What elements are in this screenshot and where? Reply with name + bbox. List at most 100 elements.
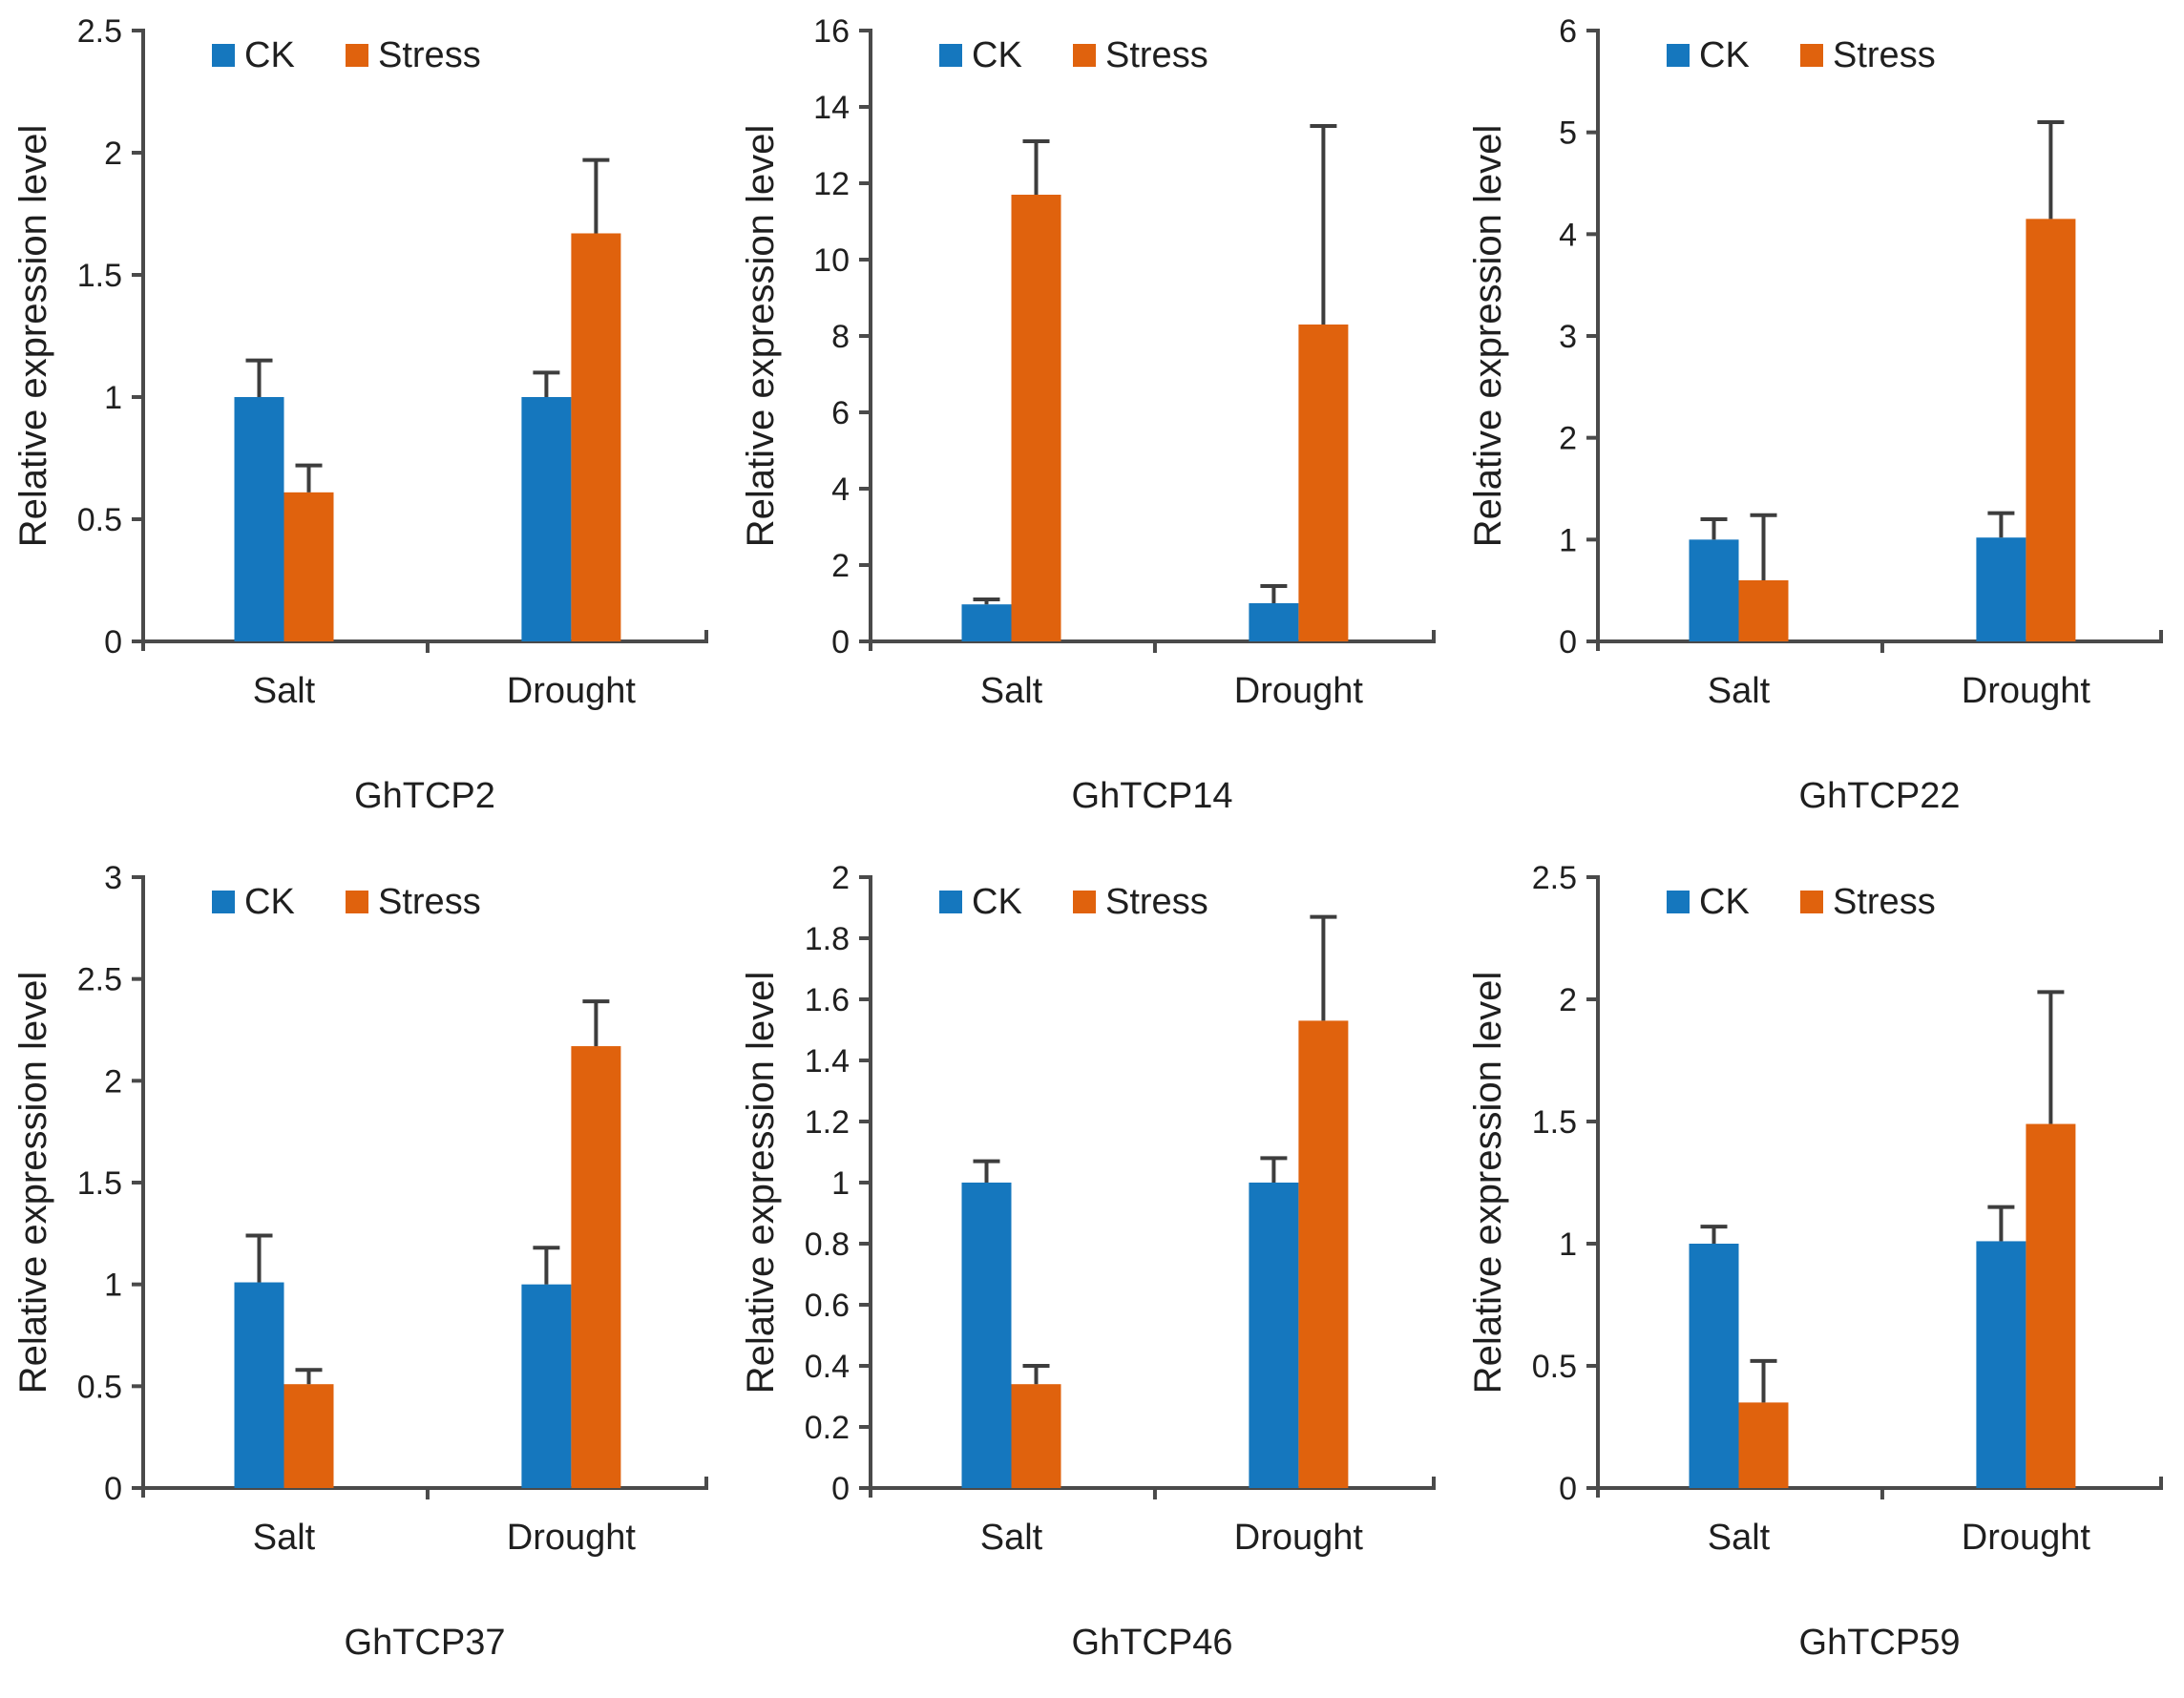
- legend-label-stress: Stress: [378, 35, 481, 75]
- y-tick-label: 3: [104, 860, 122, 896]
- bar-stress-salt: [1738, 580, 1789, 641]
- legend-swatch-ck: [1667, 891, 1690, 913]
- legend-swatch-stress: [1800, 44, 1823, 67]
- bar-chart-svg: 0 0.5 1 1.5 2 2.5 3 Relative expression level Sa…: [12, 860, 708, 1663]
- legend-label-ck: CK: [244, 35, 295, 75]
- y-tick-label: 4: [831, 472, 850, 508]
- y-tick-label: 1.5: [77, 258, 122, 294]
- legend-swatch-stress: [1073, 44, 1096, 67]
- chart-ghtcp14: 0 2 4 6 8 10 12 14 16 Relative expression level Sa…: [727, 0, 1455, 847]
- y-tick-label: 4: [1559, 217, 1577, 253]
- y-tick-label: 16: [813, 13, 850, 50]
- y-tick-label: 1: [104, 380, 122, 416]
- y-tick-label: 0: [104, 624, 122, 660]
- y-axis-title: Relative expression level: [740, 125, 782, 547]
- y-tick-label: 1.5: [1532, 1104, 1577, 1141]
- legend-label-stress: Stress: [378, 882, 481, 922]
- category-label: Drought: [1234, 671, 1364, 711]
- bar-chart-svg: 0 0.5 1 1.5 2 2.5 Relative expression level Sal…: [12, 13, 708, 816]
- y-tick-label: 0: [104, 1471, 122, 1507]
- legend-swatch-ck: [212, 44, 235, 67]
- y-tick-label: 0.5: [77, 1369, 122, 1405]
- category-label: Salt: [980, 1518, 1043, 1558]
- y-tick-label: 2: [831, 860, 850, 896]
- legend-label-ck: CK: [972, 882, 1022, 922]
- legend-label-stress: Stress: [1105, 35, 1208, 75]
- y-tick-label: 2.5: [77, 962, 122, 998]
- category-label: Salt: [1708, 1518, 1771, 1558]
- bar-ck-drought: [521, 1284, 572, 1488]
- category-label: Drought: [1234, 1518, 1364, 1558]
- y-tick-label: 2: [831, 548, 850, 584]
- chart-ghtcp59: 0 0.5 1 1.5 2 2.5 Relative expression level Sal…: [1455, 847, 2182, 1693]
- x-axis-line: [143, 1477, 708, 1490]
- y-tick-label: 0: [831, 624, 850, 660]
- y-tick-label: 1: [831, 1165, 850, 1202]
- x-axis-line: [143, 630, 708, 643]
- y-axis-line: [132, 875, 145, 1498]
- y-axis-title: Relative expression level: [1467, 972, 1509, 1394]
- y-tick-label: 8: [831, 319, 850, 355]
- chart-title: GhTCP59: [1799, 1623, 1961, 1663]
- y-tick-label: 0.8: [805, 1226, 850, 1263]
- bar-ck-salt: [234, 397, 284, 641]
- y-tick-label: 2: [104, 1063, 122, 1100]
- chart-ghtcp46: 0 0.2 0.4 0.6 0.8 1 1.2 1.4 1.6 1.8 2 Relative expr…: [727, 847, 1455, 1693]
- y-axis-line: [1586, 875, 1600, 1498]
- y-tick-label: 0.4: [805, 1349, 850, 1385]
- x-axis-line: [871, 1477, 1436, 1490]
- bar-stress-drought: [1298, 1020, 1349, 1488]
- legend-swatch-ck: [212, 891, 235, 913]
- category-label: Salt: [253, 671, 316, 711]
- y-tick-label: 2: [104, 136, 122, 172]
- bar-chart-svg: 0 1 2 3 4 5 6 Relative expression level Salt Drou…: [1467, 13, 2163, 816]
- legend-label-ck: CK: [1699, 882, 1750, 922]
- y-tick-label: 3: [1559, 319, 1577, 355]
- y-tick-label: 0.6: [805, 1288, 850, 1324]
- bar-stress-salt: [284, 492, 334, 641]
- legend-swatch-stress: [1800, 891, 1823, 913]
- legend-label-ck: CK: [1699, 35, 1750, 75]
- y-tick-label: 0: [1559, 1471, 1577, 1507]
- y-tick-label: 1.5: [77, 1165, 122, 1202]
- y-tick-label: 1.4: [805, 1043, 850, 1080]
- y-tick-label: 1: [104, 1268, 122, 1304]
- y-tick-label: 6: [1559, 13, 1577, 50]
- x-axis-line: [1598, 1477, 2163, 1490]
- y-axis-line: [132, 29, 145, 651]
- x-axis-line: [871, 630, 1436, 643]
- y-axis-title: Relative expression level: [12, 125, 54, 547]
- chart-title: GhTCP37: [345, 1623, 506, 1663]
- y-tick-label: 1.6: [805, 982, 850, 1018]
- bar-stress-drought: [2026, 1123, 2076, 1488]
- legend-label-ck: CK: [972, 35, 1022, 75]
- bar-stress-salt: [1011, 1384, 1061, 1488]
- y-tick-label: 0.5: [1532, 1349, 1577, 1385]
- bar-ck-salt: [961, 604, 1012, 641]
- chart-title: GhTCP22: [1799, 776, 1961, 816]
- legend-label-stress: Stress: [1833, 35, 1936, 75]
- chart-title: GhTCP2: [354, 776, 495, 816]
- y-axis-line: [1586, 29, 1600, 651]
- category-label: Drought: [507, 1518, 637, 1558]
- bar-ck-drought: [1976, 1241, 2026, 1488]
- chart-title: GhTCP46: [1072, 1623, 1233, 1663]
- legend-swatch-stress: [346, 891, 368, 913]
- y-tick-label: 12: [813, 166, 850, 202]
- bar-ck-salt: [234, 1282, 284, 1488]
- legend-swatch-stress: [346, 44, 368, 67]
- bar-stress-salt: [1011, 195, 1061, 641]
- chart-ghtcp37: 0 0.5 1 1.5 2 2.5 3 Relative expression level Sa…: [0, 847, 727, 1693]
- bar-stress-drought: [1298, 325, 1349, 641]
- y-axis-line: [859, 29, 872, 651]
- legend-label-stress: Stress: [1833, 882, 1936, 922]
- legend-label-stress: Stress: [1105, 882, 1208, 922]
- legend-swatch-ck: [939, 44, 962, 67]
- chart-ghtcp2: 0 0.5 1 1.5 2 2.5 Relative expression level Sal…: [0, 0, 727, 847]
- y-axis-title: Relative expression level: [1467, 125, 1509, 547]
- y-tick-label: 1: [1559, 522, 1577, 558]
- legend-swatch-stress: [1073, 891, 1096, 913]
- y-axis-title: Relative expression level: [12, 972, 54, 1394]
- bar-ck-drought: [1249, 603, 1299, 641]
